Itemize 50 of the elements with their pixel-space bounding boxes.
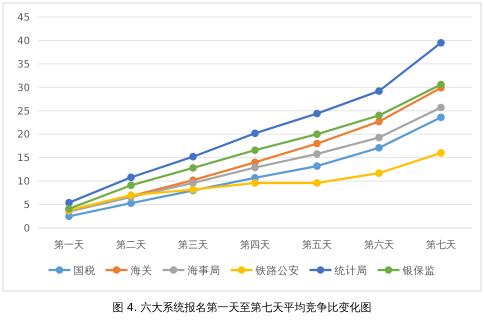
- caption: 图 4. 六大系统报名第一天至第七天平均竞争比变化图: [112, 301, 372, 314]
- point: [251, 164, 259, 172]
- point: [189, 152, 197, 161]
- y-tick-label: 45: [17, 12, 30, 24]
- point: [189, 164, 197, 172]
- x-tick-label: 第四天: [240, 239, 270, 251]
- legend-label: 铁路公安: [254, 264, 300, 277]
- point: [251, 179, 259, 187]
- point: [375, 169, 383, 177]
- point: [313, 140, 321, 148]
- point: [127, 174, 135, 182]
- x-tick-label: 第七天: [426, 239, 456, 251]
- y-tick-label: 40: [17, 36, 30, 47]
- y-tick-label: 0: [24, 224, 30, 234]
- point: [313, 150, 321, 158]
- point: [313, 162, 321, 170]
- point: [189, 179, 197, 187]
- point: [437, 149, 445, 157]
- point: [437, 80, 445, 88]
- legend-label: 国税: [74, 264, 96, 277]
- y-tick-label: 35: [17, 59, 30, 70]
- point: [313, 130, 321, 138]
- point: [375, 144, 383, 152]
- point: [127, 182, 135, 190]
- x-tick-label: 第一天: [54, 239, 84, 251]
- point: [313, 179, 321, 187]
- legend-label: 海关: [130, 264, 152, 277]
- legend-label: 海事局: [188, 264, 220, 277]
- y-tick-label: 20: [17, 130, 30, 141]
- point: [251, 129, 259, 138]
- point: [437, 38, 445, 47]
- y-tick-label: 5: [24, 200, 30, 212]
- point: [375, 87, 383, 95]
- legend-label: 统计局: [334, 264, 368, 277]
- point: [375, 118, 383, 126]
- x-tick-label: 第六天: [364, 239, 394, 251]
- y-tick-label: 10: [17, 176, 30, 188]
- x-tick-label: 第三天: [178, 239, 208, 251]
- point: [437, 114, 445, 122]
- legend-label: 银保监: [402, 265, 436, 277]
- point: [375, 112, 383, 120]
- point: [437, 104, 445, 112]
- y-tick-label: 25: [17, 106, 30, 118]
- point: [313, 110, 321, 118]
- x-tick-label: 第二天: [116, 239, 146, 251]
- point: [375, 134, 383, 142]
- y-tick-label: 30: [17, 82, 30, 94]
- y-tick-label: 15: [17, 153, 30, 164]
- point: [251, 146, 259, 154]
- x-tick-label: 第五天: [302, 239, 332, 251]
